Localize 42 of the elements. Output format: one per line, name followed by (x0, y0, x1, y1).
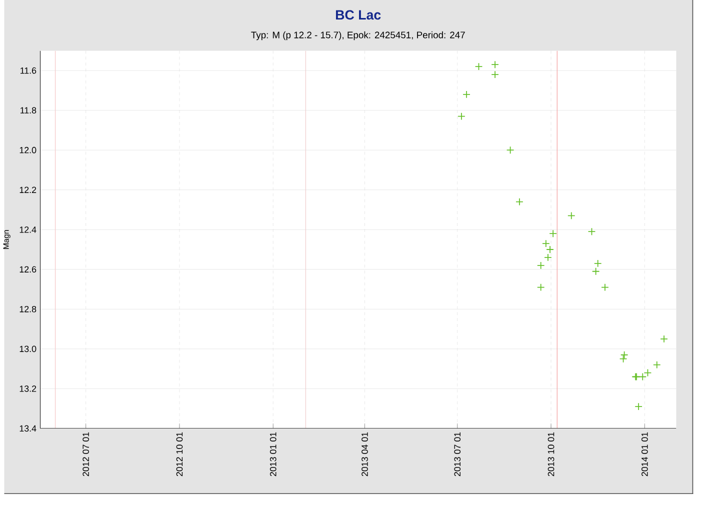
point (620, 351, 628, 359)
point (491, 70, 499, 78)
x-tick-label: 2012 07 01 (82, 432, 89, 476)
y-tick-label: 13.4 (20, 425, 36, 432)
y-tick-label: 13.0 (20, 346, 36, 352)
y-tick-label: 12.2 (20, 186, 36, 194)
point (634, 402, 642, 411)
point (594, 260, 602, 268)
point (660, 335, 668, 343)
x-tick-label: 2013 04 01 (362, 432, 368, 476)
point (491, 60, 499, 69)
y-tick-label: 12.0 (20, 146, 36, 154)
chart-subtitle: Typ: M (p 12.2 - 15.7), Epok: 2425451, Period: 247 (251, 31, 465, 40)
point (652, 360, 661, 369)
y-tick-label: 11.8 (20, 107, 36, 114)
point (588, 228, 596, 236)
x-tick-label: 2013 07 01 (454, 432, 461, 476)
point (516, 198, 524, 206)
y-tick-label: 12.4 (20, 226, 36, 233)
point (536, 262, 545, 270)
y-tick-label: 13.2 (20, 386, 36, 392)
point (458, 112, 466, 120)
point (592, 268, 600, 276)
point (619, 354, 628, 363)
point (536, 283, 545, 292)
point (462, 90, 470, 98)
chart-title: BC Lac (336, 10, 381, 20)
point (567, 212, 576, 220)
y-tick-label: 11.6 (20, 67, 36, 74)
x-tick-label: 2013 10 01 (548, 432, 554, 476)
point (474, 62, 483, 71)
x-tick-label: 2014 01 01 (642, 432, 648, 476)
y-tick-label: 12.6 (20, 266, 36, 273)
point (601, 283, 609, 292)
y-tick-label: 12.8 (20, 306, 36, 312)
point (544, 254, 552, 262)
x-tick-label: 2012 10 01 (176, 432, 183, 476)
point (638, 372, 647, 381)
point (644, 368, 652, 377)
x-tick-label: 2013 01 01 (270, 432, 276, 476)
point (549, 230, 557, 238)
point (506, 146, 514, 154)
